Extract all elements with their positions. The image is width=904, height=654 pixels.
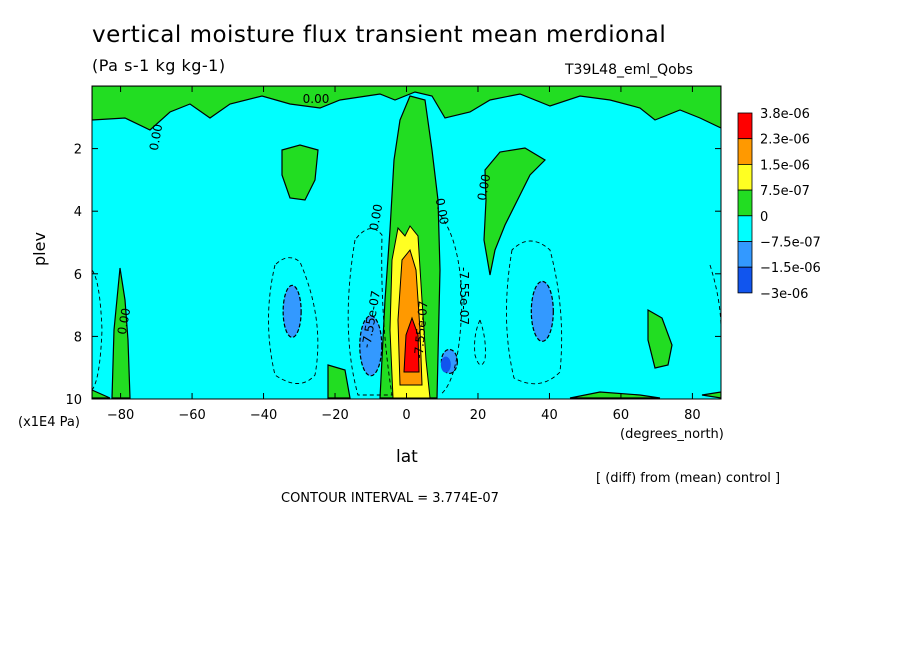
contour-label: 0.00 [303,92,330,106]
green-region [92,86,721,131]
legend-swatch [737,138,753,165]
contour-label: -7.55e-07 [412,300,431,359]
contour-label: 0.00 [115,307,133,336]
legend-label: −1.5e-06 [760,261,821,276]
x-axis-units: (degrees_north) [620,427,724,442]
y-tick-label: 6 [74,268,82,283]
legend-swatch [737,112,753,140]
x-tick-label: 60 [613,408,630,423]
x-tick-label: −20 [321,408,348,423]
contour-lines [92,214,721,396]
legend-label: −7.5e-07 [760,236,821,251]
negative-region [530,280,554,342]
negative-contour [439,214,463,396]
y-axis-units: (x1E4 Pa) [18,415,80,430]
legend-swatch [737,189,753,217]
strong-negative-region [440,356,451,373]
contour-label: 0.00 [475,173,493,202]
contour-label: 0.00 [433,197,451,226]
negative-contour [474,318,486,366]
x-tick-label: 20 [470,408,487,423]
legend-swatch [737,266,753,294]
legend-label: 7.5e-07 [760,184,810,199]
legend-swatch [737,215,753,242]
legend-swatch [737,163,753,191]
legend-label: 0 [760,210,768,225]
color-legend: 3.8e-06 2.3e-06 1.5e-06 7.5e-07 0 −7.5e-07 −1.… [737,107,821,302]
contour-label: -7.55e-07 [457,267,471,325]
legend-swatch [737,241,753,268]
green-region [327,364,351,399]
x-tick-label: −60 [178,408,205,423]
x-tick-label: 40 [541,408,558,423]
negative-region [359,315,383,377]
chart-title: vertical moisture flux transient mean me… [92,22,667,48]
green-region [569,391,661,399]
legend-label: 1.5e-06 [760,158,810,173]
contour-label: 0.00 [147,123,165,152]
x-tick-label: −80 [107,408,134,423]
chart-units: (Pa s-1 kg kg-1) [92,56,226,75]
negative-contour [92,269,103,391]
contour-label: 0.00 [367,203,385,232]
legend-label: 2.3e-06 [760,133,810,148]
legend-label: −3e-06 [760,287,808,302]
negative-contour [268,257,319,384]
contour-interval: CONTOUR INTERVAL = 3.774E-07 [281,491,499,506]
green-region [483,147,546,276]
negative-contour [506,240,563,385]
green-region [647,308,673,369]
negative-contour [347,228,393,396]
filled-contours [92,86,721,399]
green-region [701,391,721,399]
x-tick-label: 0 [402,408,410,423]
run-name: T39L48_eml_Qobs [565,62,693,78]
negative-region [282,284,302,338]
diff-note: [ (diff) from (mean) control ] [596,471,781,486]
red-core [403,316,420,373]
y-tick-label: 2 [74,143,82,158]
y-tick-label: 8 [74,330,82,345]
x-axis-label: lat [396,447,418,467]
x-tick-label: 80 [684,408,701,423]
x-axis: −80 −60 −40 −20 0 20 40 60 80 [107,86,701,423]
legend-label: 3.8e-06 [760,107,810,122]
green-region [92,389,111,399]
x-tick-label: −40 [250,408,277,423]
green-region [111,267,131,399]
y-tick-label: 10 [65,393,82,408]
y-axis: 2 4 6 8 10 [65,143,721,408]
y-tick-label: 4 [74,205,82,220]
green-region [281,144,319,201]
